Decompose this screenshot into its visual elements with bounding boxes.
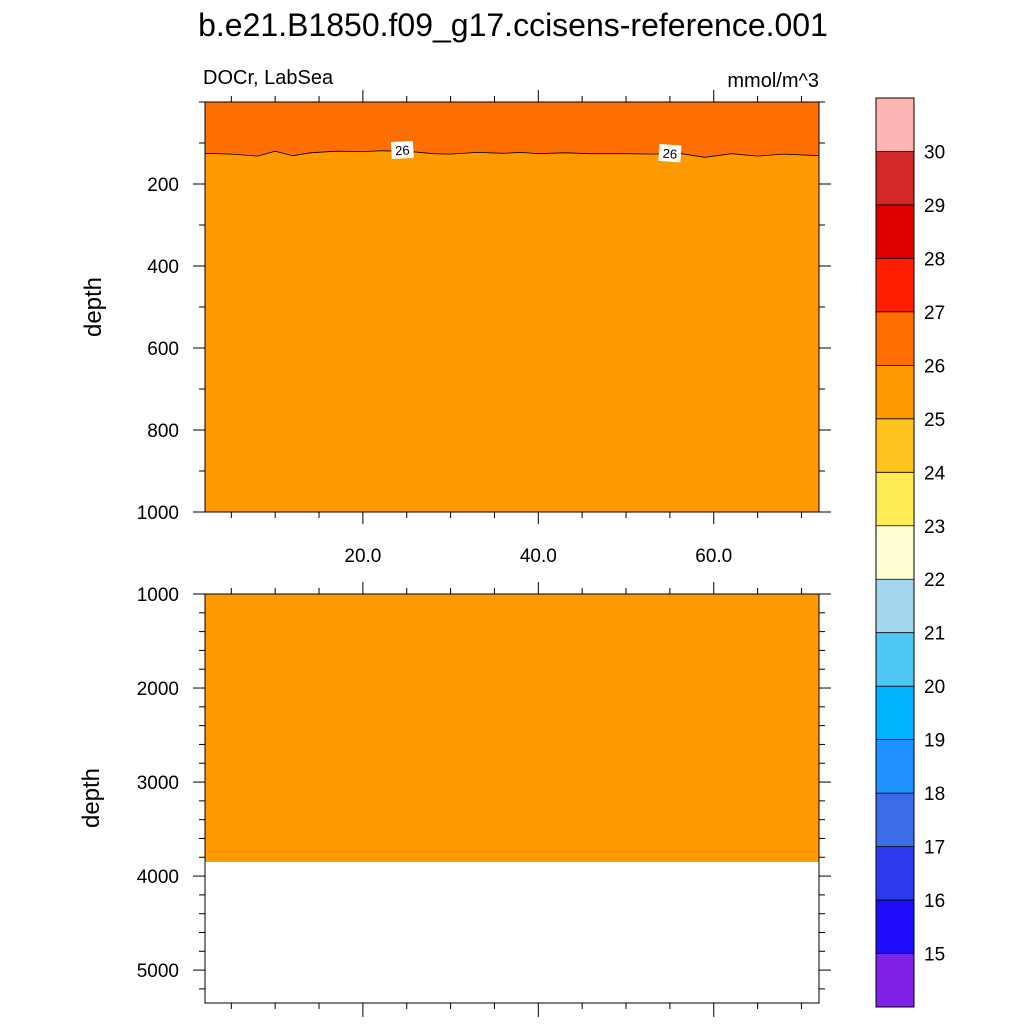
colorbar: 15 16 17 18 19 20 21 22 23 24 25 26 27 28 29 30 (875, 97, 946, 1008)
colorbar-swatch (876, 98, 914, 152)
x-tick-label: 40.0 (520, 546, 557, 567)
lower-panel-tick-labels: 1000 2000 3000 4000 5000 (137, 585, 179, 982)
lower-panel-fills (205, 594, 819, 1003)
region-26-27 (205, 102, 819, 158)
y-tick-label: 2000 (137, 679, 179, 700)
lower-panel-ticks (193, 582, 831, 1017)
variable-region-label: DOCr, LabSea (203, 67, 334, 89)
colorbar-swatch (876, 846, 914, 901)
x-tick-label: 60.0 (695, 546, 732, 567)
contour-label-box (390, 140, 414, 159)
contour-label-text: 26 (662, 146, 677, 162)
colorbar-label: 24 (924, 463, 946, 484)
colorbar-swatch (876, 258, 914, 313)
contour-label-2: 26 (658, 143, 682, 163)
colorbar-swatch (876, 793, 914, 847)
y-tick-label: 1000 (137, 503, 179, 524)
y-tick-label: 1000 (137, 585, 179, 606)
colorbar-label: 18 (924, 784, 945, 805)
colorbar-frame (875, 97, 915, 1008)
upper-panel-frame (204, 101, 820, 513)
colorbar-swatch (876, 686, 914, 740)
y-tick-label: 5000 (137, 961, 179, 982)
colorbar-label: 16 (924, 891, 945, 912)
colorbar-label: 23 (924, 517, 945, 538)
colorbar-swatch (876, 900, 914, 954)
colorbar-label: 22 (924, 570, 945, 591)
y-tick-label: 4000 (137, 867, 179, 888)
colorbar-swatch (876, 365, 914, 420)
colorbar-swatch (876, 311, 914, 366)
units-label: mmol/m^3 (727, 70, 819, 92)
chart-title: b.e21.B1850.f09_g17.ccisens-reference.00… (198, 7, 828, 43)
contour-line-26 (204, 150, 820, 158)
lower-depth-panel: 1000 2000 3000 4000 5000 depth (78, 582, 831, 1017)
lower-y-axis-title: depth (78, 768, 105, 828)
colorbar-swatch (876, 632, 914, 687)
contour-label-box (658, 143, 682, 163)
colorbar-swatch (876, 204, 914, 259)
colorbar-label: 21 (924, 624, 945, 645)
x-tick-label: 20.0 (344, 546, 381, 567)
contour-label-text: 26 (395, 143, 410, 159)
region-25-26 (205, 594, 819, 862)
colorbar-swatch (876, 739, 914, 794)
colorbar-swatch (876, 472, 914, 527)
colorbar-swatch (876, 579, 914, 634)
colorbar-label: 27 (924, 303, 945, 324)
colorbar-label: 26 (924, 356, 945, 377)
y-tick-label: 800 (147, 421, 179, 442)
colorbar-label: 17 (924, 838, 945, 859)
region-25-26 (205, 150, 819, 513)
colorbar-label: 28 (924, 249, 945, 270)
colorbar-label: 15 (924, 945, 945, 966)
upper-panel-ticks (193, 90, 831, 524)
colorbar-label: 30 (924, 142, 945, 163)
colorbar-label: 20 (924, 677, 945, 698)
colorbar-swatch (876, 525, 914, 580)
upper-panel-tick-labels: 200 400 600 800 1000 20.0 40.0 60.0 (137, 175, 733, 567)
lower-panel-frame (204, 593, 820, 1004)
y-tick-label: 600 (147, 339, 179, 360)
colorbar-label: 29 (924, 196, 945, 217)
colorbar-swatch (876, 151, 914, 206)
y-tick-label: 3000 (137, 773, 179, 794)
upper-panel-fills: 26 26 (204, 102, 820, 513)
y-tick-label: 400 (147, 257, 179, 278)
upper-depth-panel: 26 26 200 400 600 800 1000 20.0 40.0 60.0 depth (80, 90, 831, 567)
missing-data-region (205, 861, 819, 1003)
y-tick-label: 200 (147, 175, 179, 196)
colorbar-label: 25 (924, 410, 945, 431)
colorbar-swatch (876, 953, 914, 1008)
upper-y-axis-title: depth (80, 277, 107, 337)
colorbar-swatch (876, 418, 914, 473)
colorbar-label: 19 (924, 731, 945, 752)
contour-label-1: 26 (390, 140, 414, 159)
